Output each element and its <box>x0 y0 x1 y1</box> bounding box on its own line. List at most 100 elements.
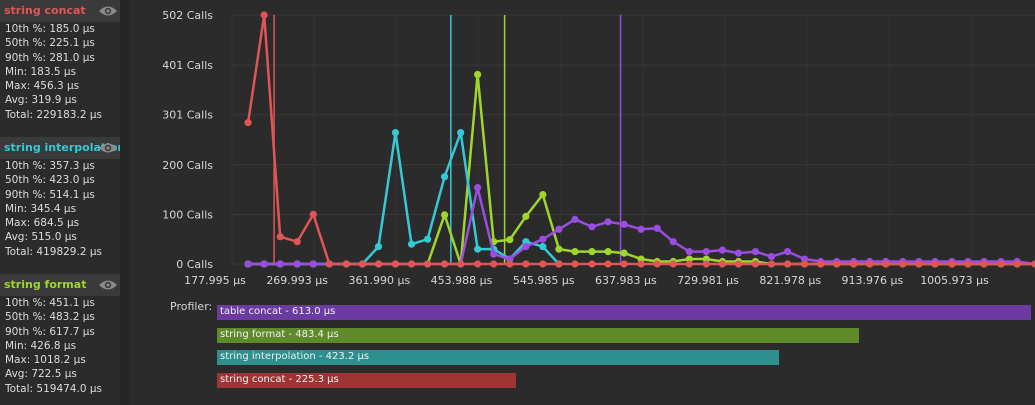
panel-title: string format <box>4 278 87 291</box>
stats-sidebar: string concat 10th %: 185.0 µs 50th %: 2… <box>0 0 130 405</box>
stats-panel-string-concat: string concat 10th %: 185.0 µs 50th %: 2… <box>0 0 120 122</box>
data-point <box>783 260 792 268</box>
data-point <box>407 260 416 268</box>
stat-max: Max: 1018.2 µs <box>5 354 86 367</box>
data-point <box>490 260 498 268</box>
data-point <box>539 260 547 268</box>
stat-min: Min: 183.5 µs <box>5 65 77 78</box>
profiler-bar[interactable]: string concat - 225.3 µs <box>217 372 517 388</box>
stats-panel-string-interpolation: string interpolation 10th %: 357.3 µs 50… <box>0 137 125 259</box>
panel-header[interactable]: string format <box>0 274 120 296</box>
data-point <box>293 238 301 246</box>
data-point <box>539 235 547 243</box>
data-point <box>539 243 547 251</box>
eye-icon[interactable] <box>98 4 118 18</box>
profiler-label: Profiler: <box>170 300 213 313</box>
stat-max: Max: 684.5 µs <box>5 217 80 230</box>
stat-p90: 90th %: 514.1 µs <box>5 188 95 201</box>
data-point <box>342 260 350 268</box>
data-point <box>783 247 792 256</box>
data-point <box>850 260 858 268</box>
data-point <box>325 260 333 268</box>
data-point <box>588 247 596 256</box>
stat-avg: Avg: 319.9 µs <box>5 94 77 107</box>
data-point <box>751 247 760 256</box>
profiler-bar[interactable]: string interpolation - 423.2 µs <box>217 350 779 365</box>
data-point <box>734 260 743 268</box>
data-point <box>702 260 710 268</box>
data-point <box>244 119 252 127</box>
profiler-bar[interactable]: string format - 483.4 µs <box>217 327 859 343</box>
data-point <box>506 255 514 263</box>
data-point <box>980 260 988 268</box>
x-tick-label: 729.981 µs <box>677 274 739 287</box>
panel-header[interactable]: string interpolation <box>0 137 125 159</box>
panel-header[interactable]: string concat <box>0 0 120 22</box>
stat-min: Min: 426.8 µs <box>5 339 77 352</box>
data-point <box>374 260 383 268</box>
profiler-bar-label: string format - 483.4 µs <box>220 328 339 340</box>
data-point <box>882 260 890 268</box>
data-point <box>685 247 693 256</box>
data-point <box>637 255 645 263</box>
data-point <box>685 260 693 268</box>
data-point <box>1013 260 1021 268</box>
data-point <box>571 247 579 256</box>
data-point <box>899 260 907 268</box>
y-tick-label: 100 Calls <box>162 208 213 221</box>
data-point <box>293 260 301 268</box>
y-tick-label: 200 Calls <box>162 159 213 172</box>
data-point <box>685 255 693 263</box>
data-point <box>669 260 677 268</box>
data-point <box>260 260 268 268</box>
profiler-bar-label: string concat - 225.3 µs <box>220 373 339 385</box>
data-point <box>620 260 628 268</box>
data-point <box>555 245 563 253</box>
x-tick-label: 269.993 µs <box>266 274 328 287</box>
data-point <box>457 260 465 268</box>
data-point <box>718 246 726 254</box>
data-point <box>474 260 482 268</box>
data-point <box>734 249 743 257</box>
data-point <box>571 215 579 223</box>
stat-p50: 50th %: 423.0 µs <box>5 174 95 187</box>
x-tick-label: 453.988 µs <box>431 274 493 287</box>
panel-title: string interpolation <box>4 141 126 154</box>
stat-total: Total: 229183.2 µs <box>5 108 102 121</box>
eye-icon[interactable] <box>98 141 118 155</box>
data-point <box>1031 260 1035 268</box>
stat-max: Max: 456.3 µs <box>5 80 80 93</box>
x-tick-label: 177.995 µs <box>184 274 246 287</box>
stat-p50: 50th %: 225.1 µs <box>5 37 95 50</box>
data-point <box>522 260 530 268</box>
stat-p50: 50th %: 483.2 µs <box>5 311 95 324</box>
y-tick-label: 401 Calls <box>162 59 213 72</box>
stat-p90: 90th %: 281.0 µs <box>5 51 95 64</box>
data-point <box>490 250 498 258</box>
eye-icon[interactable] <box>98 278 118 292</box>
x-tick-label: 361.990 µs <box>348 274 410 287</box>
stats-panel-string-format: string format 10th %: 451.1 µs 50th %: 4… <box>0 274 120 396</box>
data-point <box>276 260 284 268</box>
data-point <box>604 218 612 226</box>
data-point <box>604 247 612 256</box>
data-point <box>588 260 596 268</box>
data-point <box>555 260 563 268</box>
data-point <box>915 260 923 268</box>
splitter[interactable] <box>120 0 130 405</box>
x-tick-label: 637.983 µs <box>595 274 657 287</box>
data-point <box>702 255 710 263</box>
data-point <box>424 235 432 243</box>
data-point <box>244 260 252 268</box>
data-point <box>440 173 449 181</box>
profiler-bar[interactable]: table concat - 613.0 µs <box>217 305 1031 320</box>
data-point <box>653 260 661 268</box>
y-tick-label: 0 Calls <box>176 258 213 271</box>
stat-p10: 10th %: 451.1 µs <box>5 297 95 309</box>
y-tick-label: 301 Calls <box>162 109 213 122</box>
data-point <box>391 128 400 137</box>
data-point <box>374 243 383 251</box>
profiler-bar-label: string interpolation - 423.2 µs <box>220 351 370 362</box>
data-point <box>407 240 416 248</box>
data-point <box>751 260 760 268</box>
